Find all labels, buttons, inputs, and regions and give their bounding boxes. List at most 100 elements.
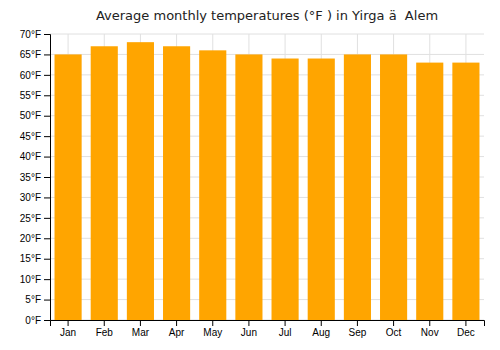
y-tick-label: 35°F xyxy=(20,172,41,183)
y-tick: 20°F xyxy=(20,233,50,244)
y-tick-label: 50°F xyxy=(20,110,41,121)
x-tick: Aug xyxy=(312,320,330,338)
y-tick-label: 70°F xyxy=(20,29,41,40)
y-tick-mark xyxy=(44,320,50,321)
x-tick: Dec xyxy=(457,320,475,338)
bar xyxy=(163,46,190,320)
y-tick-mark xyxy=(44,157,50,158)
x-tick-mark xyxy=(285,320,286,326)
bar xyxy=(235,54,262,320)
y-tick: 5°F xyxy=(25,294,50,305)
y-axis: 0°F 5°F 10°F 15°F 20°F 25°F 30°F 35°F 40°F 45°F 50… xyxy=(20,29,51,326)
x-tick-mark xyxy=(140,320,141,326)
x-tick: Feb xyxy=(96,320,114,338)
y-tick-label: 25°F xyxy=(20,213,41,224)
plot: Jan Feb Mar Apr May Jun Jul Aug Sep Oct Nov Dec 0°F 5… xyxy=(20,29,485,338)
x-tick-mark xyxy=(429,320,430,326)
x-tick-label: Jan xyxy=(60,327,76,338)
x-axis: Jan Feb Mar Apr May Jun Jul Aug Sep Oct Nov Dec xyxy=(51,320,485,338)
y-tick: 40°F xyxy=(20,151,50,162)
x-tick-mark xyxy=(248,320,249,326)
x-tick-label: Feb xyxy=(96,327,114,338)
bar xyxy=(272,59,299,320)
x-tick-label: Apr xyxy=(169,327,185,338)
y-tick-label: 5°F xyxy=(25,294,41,305)
y-tick-mark xyxy=(44,95,50,96)
x-tick-label: Dec xyxy=(457,327,475,338)
x-tick-mark xyxy=(357,320,358,326)
title: Average monthly temperatures (°F ) in Yi… xyxy=(96,8,438,23)
y-tick: 55°F xyxy=(20,90,50,101)
x-tick: Oct xyxy=(386,320,402,338)
y-tick-label: 65°F xyxy=(20,49,41,60)
bar xyxy=(91,46,118,320)
y-tick-mark xyxy=(44,279,50,280)
x-tick: May xyxy=(203,320,222,338)
y-tick-mark xyxy=(44,300,50,301)
y-tick-mark xyxy=(44,218,50,219)
x-axis-line xyxy=(51,321,485,327)
y-tick-mark xyxy=(44,197,50,198)
y-tick-label: 60°F xyxy=(20,70,41,81)
x-tick: Jan xyxy=(60,320,76,338)
x-tick-label: Jun xyxy=(241,327,257,338)
y-tick-label: 20°F xyxy=(20,233,41,244)
y-tick: 35°F xyxy=(20,172,50,183)
y-tick: 65°F xyxy=(20,49,50,60)
x-tick: Jul xyxy=(279,320,292,338)
grid xyxy=(50,34,484,320)
x-tick: Jun xyxy=(241,320,257,338)
y-tick-mark xyxy=(44,238,50,239)
y-tick-label: 40°F xyxy=(20,151,41,162)
y-tick: 45°F xyxy=(20,131,50,142)
x-tick-mark xyxy=(104,320,105,326)
x-tick-label: Nov xyxy=(421,327,439,338)
x-tick-mark xyxy=(68,320,69,326)
y-tick-label: 45°F xyxy=(20,131,41,142)
y-tick: 50°F xyxy=(20,110,50,121)
y-tick: 60°F xyxy=(20,70,50,81)
y-tick-mark xyxy=(44,54,50,55)
bar xyxy=(452,63,479,320)
bar xyxy=(308,59,335,320)
x-tick-mark xyxy=(465,320,466,326)
chart: Jan Feb Mar Apr May Jun Jul Aug Sep Oct Nov Dec 0°F 5… xyxy=(0,0,500,350)
x-tick: Sep xyxy=(349,320,367,338)
bar xyxy=(55,54,82,320)
y-tick-mark xyxy=(44,116,50,117)
y-tick-label: 10°F xyxy=(20,274,41,285)
x-tick-label: May xyxy=(203,327,222,338)
x-tick-mark xyxy=(212,320,213,326)
y-tick-label: 15°F xyxy=(20,253,41,264)
x-tick-label: Aug xyxy=(312,327,330,338)
y-tick-label: 0°F xyxy=(25,315,41,326)
x-tick-label: Oct xyxy=(386,327,402,338)
y-tick-label: 55°F xyxy=(20,90,41,101)
bar xyxy=(199,50,226,320)
x-tick-label: Jul xyxy=(279,327,292,338)
y-tick-mark xyxy=(44,136,50,137)
y-axis-line xyxy=(44,35,51,321)
y-tick: 30°F xyxy=(20,192,50,203)
y-tick: 0°F xyxy=(25,315,50,326)
y-tick: 15°F xyxy=(20,253,50,264)
x-tick: Mar xyxy=(132,320,150,338)
x-tick-label: Mar xyxy=(132,327,150,338)
y-tick-label: 30°F xyxy=(20,192,41,203)
grid-line xyxy=(50,34,484,35)
y-tick-mark xyxy=(44,34,50,35)
y-tick-mark xyxy=(44,177,50,178)
x-tick-label: Sep xyxy=(349,327,367,338)
y-tick: 70°F xyxy=(20,29,50,40)
x-tick-mark xyxy=(393,320,394,326)
x-tick: Apr xyxy=(169,320,185,338)
x-tick: Nov xyxy=(421,320,439,338)
y-tick: 25°F xyxy=(20,213,50,224)
bars xyxy=(55,42,480,320)
bar xyxy=(380,54,407,320)
bar xyxy=(416,63,443,320)
y-tick: 10°F xyxy=(20,274,50,285)
y-tick-mark xyxy=(44,259,50,260)
x-tick-mark xyxy=(321,320,322,326)
y-tick-mark xyxy=(44,75,50,76)
